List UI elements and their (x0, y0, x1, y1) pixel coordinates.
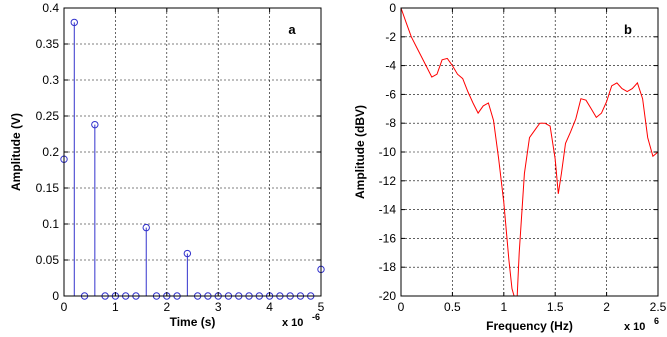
x-axis-label: Time (s) (170, 315, 216, 329)
stem-marker (183, 249, 192, 258)
y-tick-label: 0.2 (42, 145, 59, 159)
stem-marker (91, 120, 99, 129)
x-tick-label: 5 (318, 300, 325, 314)
y-tick-label: 0 (389, 1, 396, 15)
y-axis-label: Amplitude (V) (9, 113, 23, 191)
y-tick-label: 0.15 (36, 181, 60, 195)
chart-panel-a: 0 1 2 3 4 5 0 0.05 0.1 0.15 0.2 0.25 0.3 0.35 0.4 a Time… (9, 1, 325, 329)
x-tick-label: 0.5 (444, 300, 461, 314)
x-tick-label: 2 (603, 300, 610, 314)
y-tick-label: 0.05 (36, 253, 60, 267)
y-tick-label: 0.25 (36, 109, 60, 123)
x-tick-label: 2 (163, 300, 170, 314)
x-axis-label: Frequency (Hz) (486, 319, 573, 333)
y-tick-label: -16 (379, 231, 397, 245)
x-tick-label: 3 (215, 300, 222, 314)
y-tick-label: -8 (385, 116, 396, 130)
x-tick-label: 1.5 (547, 300, 564, 314)
y-tick-label: 0.3 (42, 73, 59, 87)
x-tick-label: 0 (398, 300, 405, 314)
x-tick-label: 1 (112, 300, 119, 314)
y-tick-label: -2 (385, 30, 396, 44)
y-tick-label: 0.35 (36, 37, 60, 51)
y-axis-label: Amplitude (dBV) (353, 105, 367, 199)
x-tick-label: 2.5 (650, 300, 667, 314)
y-tick-label: 0.4 (42, 1, 59, 15)
x-axis-multiplier: x 10 (624, 321, 645, 333)
x-tick-label: 1 (500, 300, 507, 314)
x-axis-multiplier: x 10 (282, 317, 303, 329)
panel-label: a (288, 22, 296, 37)
y-tick-label: -14 (379, 203, 397, 217)
panel-label: b (624, 22, 632, 37)
x-tick-label: 4 (266, 300, 273, 314)
y-tick-label: 0.1 (42, 217, 59, 231)
y-tick-label: -10 (379, 145, 397, 159)
y-tick-label: 0 (52, 289, 59, 303)
y-tick-label: -6 (385, 87, 396, 101)
x-axis-multiplier-exponent: -6 (312, 312, 320, 322)
y-tick-label: -18 (379, 260, 397, 274)
chart-panel-b: 0 0.5 1 1.5 2 2.5-20-18-16-14-12-10-8-6-4-20b… (353, 1, 667, 333)
y-tick-label: -12 (379, 174, 397, 188)
x-tick-label: 0 (61, 300, 68, 314)
stem-marker (70, 18, 78, 27)
y-tick-label: -20 (379, 289, 397, 303)
series-line (400, 7, 659, 297)
stem-marker (142, 223, 150, 232)
y-tick-label: -4 (385, 59, 396, 73)
x-axis-multiplier-exponent: 6 (654, 316, 659, 326)
